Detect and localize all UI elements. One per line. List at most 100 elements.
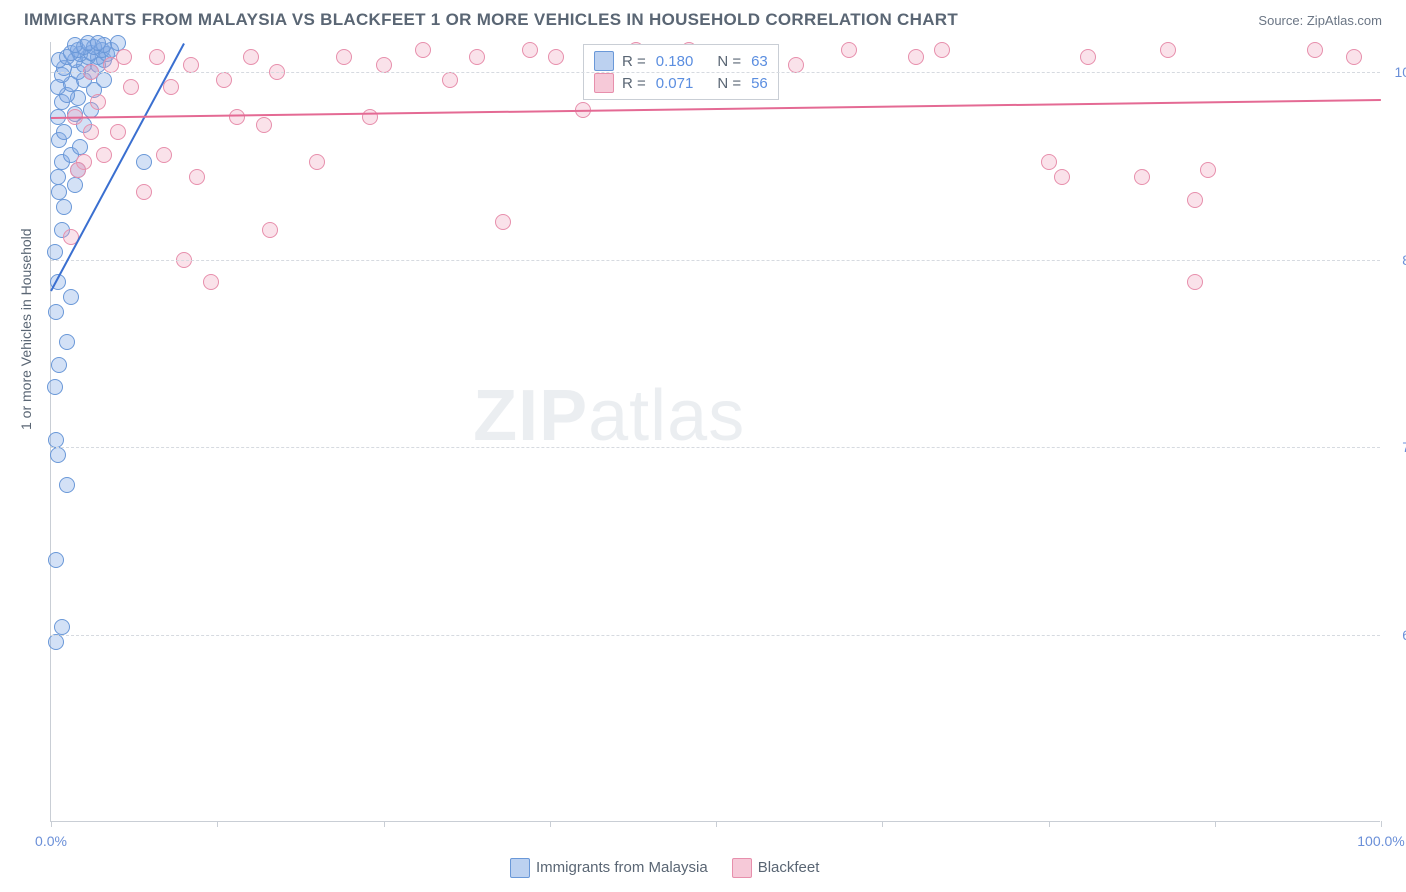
data-point: [51, 184, 67, 200]
data-point: [72, 139, 88, 155]
data-point: [1134, 169, 1150, 185]
data-point: [336, 49, 352, 65]
data-point: [256, 117, 272, 133]
data-point: [63, 289, 79, 305]
scatter-chart: ZIPatlas R =0.180N =63R =0.071N =56 62.5…: [50, 42, 1380, 822]
legend-item: Blackfeet: [732, 858, 820, 878]
x-tick: [217, 821, 218, 827]
legend-row: R = 0.180 N = 63: [594, 51, 768, 71]
data-point: [67, 177, 83, 193]
x-tick-label: 0.0%: [35, 833, 67, 849]
data-point: [442, 72, 458, 88]
data-point: [54, 619, 70, 635]
legend-row: R = 0.071 N = 56: [594, 73, 768, 93]
data-point: [59, 477, 75, 493]
data-point: [116, 49, 132, 65]
data-point: [376, 57, 392, 73]
data-point: [90, 94, 106, 110]
y-tick-label: 75.0%: [1386, 439, 1406, 455]
data-point: [48, 432, 64, 448]
source-attribution: Source: ZipAtlas.com: [1258, 13, 1382, 28]
data-point: [163, 79, 179, 95]
data-point: [1080, 49, 1096, 65]
data-point: [59, 334, 75, 350]
legend-n-value: 56: [751, 75, 768, 92]
gridline-h: [51, 260, 1380, 261]
x-tick: [550, 821, 551, 827]
data-point: [90, 35, 106, 51]
data-point: [51, 357, 67, 373]
x-tick: [1381, 821, 1382, 827]
data-point: [1160, 42, 1176, 58]
legend-swatch: [594, 51, 614, 71]
data-point: [183, 57, 199, 73]
data-point: [1200, 162, 1216, 178]
data-point: [908, 49, 924, 65]
x-tick: [384, 821, 385, 827]
y-tick-label: 100.0%: [1386, 64, 1406, 80]
legend-swatch: [732, 858, 752, 878]
gridline-h: [51, 72, 1380, 73]
data-point: [1041, 154, 1057, 170]
data-point: [243, 49, 259, 65]
gridline-h: [51, 447, 1380, 448]
data-point: [189, 169, 205, 185]
data-point: [522, 42, 538, 58]
x-tick: [51, 821, 52, 827]
data-point: [136, 184, 152, 200]
legend-r-label: R =: [622, 53, 646, 70]
legend-n-value: 63: [751, 53, 768, 70]
data-point: [156, 147, 172, 163]
x-tick: [1049, 821, 1050, 827]
data-point: [48, 304, 64, 320]
data-point: [110, 124, 126, 140]
data-point: [70, 162, 86, 178]
data-point: [1187, 192, 1203, 208]
data-point: [123, 79, 139, 95]
source-label: Source:: [1258, 13, 1303, 28]
legend-r-label: R =: [622, 75, 646, 92]
chart-header: IMMIGRANTS FROM MALAYSIA VS BLACKFEET 1 …: [0, 0, 1406, 36]
x-tick: [882, 821, 883, 827]
points-layer: [51, 42, 1380, 821]
legend-n-label: N =: [717, 53, 741, 70]
legend-r-value: 0.180: [656, 53, 694, 70]
data-point: [415, 42, 431, 58]
legend-r-value: 0.071: [656, 75, 694, 92]
x-tick-label: 100.0%: [1357, 833, 1404, 849]
data-point: [1307, 42, 1323, 58]
data-point: [1187, 274, 1203, 290]
legend-label: Blackfeet: [758, 859, 820, 876]
data-point: [495, 214, 511, 230]
data-point: [96, 147, 112, 163]
y-tick-label: 62.5%: [1386, 627, 1406, 643]
data-point: [48, 634, 64, 650]
data-point: [229, 109, 245, 125]
y-tick-label: 87.5%: [1386, 252, 1406, 268]
legend-n-label: N =: [717, 75, 741, 92]
x-tick: [716, 821, 717, 827]
data-point: [83, 124, 99, 140]
data-point: [50, 447, 66, 463]
data-point: [136, 154, 152, 170]
source-value: ZipAtlas.com: [1307, 13, 1382, 28]
chart-title: IMMIGRANTS FROM MALAYSIA VS BLACKFEET 1 …: [24, 10, 958, 30]
legend-swatch: [510, 858, 530, 878]
legend-swatch: [594, 73, 614, 93]
data-point: [1346, 49, 1362, 65]
data-point: [788, 57, 804, 73]
data-point: [50, 169, 66, 185]
data-point: [203, 274, 219, 290]
data-point: [841, 42, 857, 58]
data-point: [362, 109, 378, 125]
series-legend: Immigrants from Malaysia Blackfeet: [510, 858, 819, 878]
y-axis-label: 1 or more Vehicles in Household: [18, 228, 34, 430]
data-point: [56, 199, 72, 215]
data-point: [47, 379, 63, 395]
legend-item: Immigrants from Malaysia: [510, 858, 708, 878]
data-point: [469, 49, 485, 65]
data-point: [47, 244, 63, 260]
data-point: [216, 72, 232, 88]
data-point: [1054, 169, 1070, 185]
legend-label: Immigrants from Malaysia: [536, 859, 708, 876]
